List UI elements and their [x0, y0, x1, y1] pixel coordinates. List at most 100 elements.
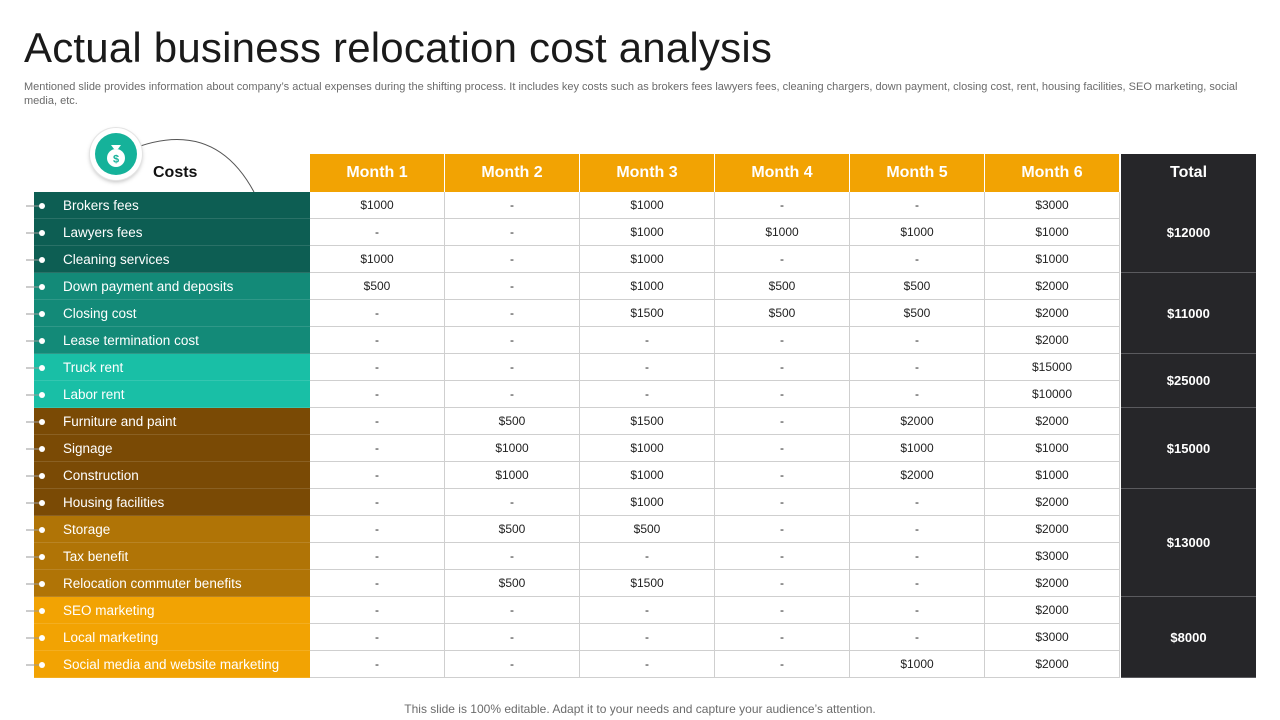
row-bullet-icon — [26, 473, 45, 479]
table-cell: $2000 — [850, 462, 985, 489]
page-subtitle: Mentioned slide provides information abo… — [24, 81, 1238, 107]
cost-category-label: Cleaning services — [63, 251, 170, 267]
table-cell: - — [715, 597, 850, 624]
table-cell: - — [310, 597, 445, 624]
group-total-cell: $12000 — [1121, 192, 1256, 273]
cost-category-cell: Social media and website marketing — [34, 651, 310, 678]
table-cell: $500 — [580, 516, 715, 543]
table-cell: $1000 — [580, 273, 715, 300]
row-bullet-icon — [26, 203, 45, 209]
table-cell: - — [850, 246, 985, 273]
cost-category-label: SEO marketing — [63, 602, 155, 618]
table-cell: $1000 — [985, 435, 1120, 462]
table-cell: - — [310, 435, 445, 462]
cost-category-label: Housing facilities — [63, 494, 165, 510]
table-cell: - — [850, 327, 985, 354]
footer-note: This slide is 100% editable. Adapt it to… — [404, 702, 876, 716]
cost-category-cell: Local marketing — [34, 624, 310, 651]
cost-category-cell: Construction — [34, 462, 310, 489]
table-cell: - — [850, 624, 985, 651]
table-cell: $500 — [445, 516, 580, 543]
table-cell: $500 — [715, 273, 850, 300]
money-bag-icon: $ — [90, 128, 142, 180]
header-total: Total — [1121, 154, 1256, 192]
table-cell: - — [445, 300, 580, 327]
table-cell: $1500 — [580, 300, 715, 327]
row-bullet-icon — [26, 635, 45, 641]
table-cell: $1000 — [985, 246, 1120, 273]
table-cell: - — [445, 246, 580, 273]
table-cell: $2000 — [985, 597, 1120, 624]
cost-category-cell: Truck rent — [34, 354, 310, 381]
cost-category-label: Down payment and deposits — [63, 278, 234, 294]
table-cell: $2000 — [985, 327, 1120, 354]
group-total-cell: $11000 — [1121, 273, 1256, 354]
table-cell: $1000 — [310, 192, 445, 219]
row-bullet-icon — [26, 554, 45, 560]
row-bullet-icon — [26, 608, 45, 614]
cost-category-label: Brokers fees — [63, 197, 139, 213]
cost-category-label: Lease termination cost — [63, 332, 199, 348]
table-cell: - — [715, 408, 850, 435]
row-bullet-icon — [26, 257, 45, 263]
table-cell: - — [850, 354, 985, 381]
group-total-cell: $8000 — [1121, 597, 1256, 678]
table-cell: $1000 — [580, 435, 715, 462]
cost-category-cell: Lease termination cost — [34, 327, 310, 354]
header-month-2: Month 2 — [445, 154, 580, 192]
table-cell: - — [715, 624, 850, 651]
table-cell: - — [715, 489, 850, 516]
table-cell: - — [310, 219, 445, 246]
table-cell: $500 — [850, 300, 985, 327]
cost-category-label: Furniture and paint — [63, 413, 177, 429]
cost-category-cell: Down payment and deposits — [34, 273, 310, 300]
table-cell: $500 — [445, 570, 580, 597]
row-bullet-icon — [26, 527, 45, 533]
row-bullet-icon — [26, 365, 45, 371]
table-cell: - — [310, 300, 445, 327]
cost-category-label: Construction — [63, 467, 139, 483]
table-cell: - — [445, 489, 580, 516]
table-cell: - — [445, 543, 580, 570]
table-cell: - — [580, 624, 715, 651]
table-cell: - — [850, 489, 985, 516]
cost-category-cell: Closing cost — [34, 300, 310, 327]
row-bullet-icon — [26, 230, 45, 236]
table-cell: $2000 — [985, 489, 1120, 516]
cost-category-cell: Tax benefit — [34, 543, 310, 570]
table-cell: $2000 — [985, 408, 1120, 435]
table-cell: - — [850, 381, 985, 408]
table-cell: $500 — [310, 273, 445, 300]
table-cell: $15000 — [985, 354, 1120, 381]
cost-category-label: Relocation commuter benefits — [63, 575, 242, 591]
cost-category-label: Closing cost — [63, 305, 137, 321]
table-cell: - — [850, 543, 985, 570]
table-cell: $1500 — [580, 408, 715, 435]
header-month-1: Month 1 — [310, 154, 445, 192]
table-cell: - — [310, 651, 445, 678]
table-cell: $1000 — [985, 219, 1120, 246]
table-cell: - — [310, 354, 445, 381]
row-bullet-icon — [26, 419, 45, 425]
table-cell: - — [580, 327, 715, 354]
cost-category-cell: Cleaning services — [34, 246, 310, 273]
table-cell: $2000 — [985, 516, 1120, 543]
table-cell: - — [580, 651, 715, 678]
row-bullet-icon — [26, 500, 45, 506]
costs-column-label: Costs — [153, 164, 198, 181]
cost-category-label: Signage — [63, 440, 113, 456]
table-cell: - — [445, 624, 580, 651]
table-cell: - — [715, 435, 850, 462]
table-cell: - — [715, 354, 850, 381]
table-cell: $1000 — [445, 462, 580, 489]
row-bullet-icon — [26, 581, 45, 587]
table-cell: $1000 — [850, 651, 985, 678]
table-cell: - — [310, 327, 445, 354]
table-cell: - — [310, 516, 445, 543]
table-cell: - — [445, 354, 580, 381]
cost-category-cell: Brokers fees — [34, 192, 310, 219]
table-cell: $1000 — [310, 246, 445, 273]
cost-category-cell: Labor rent — [34, 381, 310, 408]
table-cell: $2000 — [850, 408, 985, 435]
table-cell: - — [580, 597, 715, 624]
